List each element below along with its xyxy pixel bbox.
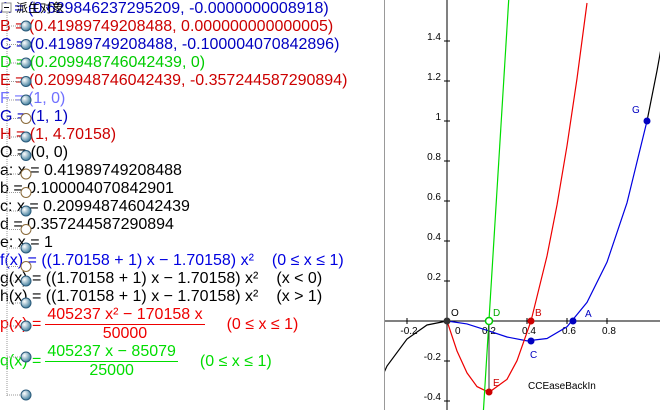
point-label: O <box>451 308 459 319</box>
visibility-off[interactable] <box>20 168 32 180</box>
point-label: B <box>535 308 542 319</box>
point-b[interactable] <box>527 317 535 325</box>
visibility-off[interactable] <box>20 224 32 235</box>
algebra-item[interactable]: C = (0.41989749208488, -0.10000407084289… <box>0 36 340 53</box>
visibility-on[interactable] <box>20 76 32 87</box>
curve-g <box>385 320 448 372</box>
x-tick-label: -0.2 <box>400 326 418 337</box>
function-expression: g(x) = ((1.70158 + 1) x − 1.70158) x² <box>0 270 259 287</box>
algebra-item[interactable]: G = (1, 1) <box>0 108 69 125</box>
algebra-item[interactable]: d = 0.357244587290894 <box>0 216 174 233</box>
algebra-item[interactable]: F = (1, 0) <box>0 90 66 107</box>
x-tick-label: 0.6 <box>562 326 576 337</box>
point-g[interactable] <box>643 117 651 125</box>
x-tick-label: 0.4 <box>522 326 536 337</box>
algebra-item[interactable]: O = (0, 0) <box>0 144 69 161</box>
visibility-on[interactable] <box>20 20 32 32</box>
algebra-item[interactable]: B = (0.41989749208488, 0.000000000000005… <box>0 18 334 35</box>
visibility-off[interactable] <box>20 113 32 124</box>
curve-h <box>646 50 660 122</box>
algebra-item[interactable]: D = (0.209948746042439, 0) <box>0 54 206 71</box>
function-condition: (0 ≤ x ≤ 1) <box>226 315 299 333</box>
point-label: C <box>530 350 537 361</box>
y-tick-label: 0.4 <box>427 232 441 243</box>
curve-f <box>446 120 648 342</box>
visibility-on[interactable] <box>20 297 32 309</box>
y-tick-label: -0.4 <box>424 392 442 403</box>
visibility-on[interactable] <box>20 205 32 217</box>
point-label: D <box>493 308 500 319</box>
visibility-off[interactable] <box>20 187 32 198</box>
y-tick-label: 0.2 <box>427 272 441 283</box>
algebra-item[interactable]: A = (0.629846237295209, -0.0000000008918… <box>0 0 329 17</box>
denominator: 25000 <box>89 362 134 379</box>
function-name: p(x) = <box>0 315 42 333</box>
x-tick-label: 0 <box>455 326 461 337</box>
visibility-on[interactable] <box>20 39 32 50</box>
point-label: G <box>632 105 640 116</box>
point-d[interactable] <box>484 316 494 326</box>
point-o[interactable] <box>443 317 451 325</box>
visibility-on[interactable] <box>20 275 32 287</box>
y-tick-label: 1 <box>435 112 441 123</box>
numerator: 405237 x² − 170158 x <box>45 306 205 325</box>
visibility-on[interactable] <box>20 94 32 106</box>
visibility-on[interactable] <box>20 150 32 161</box>
denominator: 50000 <box>102 325 148 342</box>
y-tick-label: 0.6 <box>427 192 441 203</box>
numerator: 405237 x − 85079 <box>45 343 178 362</box>
y-tick-label: 1.4 <box>427 32 441 43</box>
function-condition: (0 ≤ x ≤ 1) <box>199 352 272 370</box>
function-item[interactable]: q(x) = 405237 x − 85079 25000 (0 ≤ x ≤ 1) <box>0 343 384 380</box>
point-c[interactable] <box>527 337 535 345</box>
function-condition: (0 ≤ x ≤ 1) <box>271 252 344 269</box>
graphics-view: -0.200.20.40.60.81.41.210.80.60.40.2-0.2… <box>385 0 660 410</box>
curve-p <box>446 2 588 394</box>
point-label: A <box>585 309 592 320</box>
fraction: 405237 x − 85079 25000 <box>45 343 178 380</box>
algebra-item[interactable]: c: x = 0.209948746042439 <box>0 198 190 215</box>
visibility-on[interactable] <box>20 320 32 332</box>
x-tick-label: 0.8 <box>602 326 616 337</box>
algebra-item[interactable]: E = (0.209948746042439, -0.3572445872908… <box>0 72 348 89</box>
function-expression: h(x) = ((1.70158 + 1) x − 1.70158) x² <box>0 288 259 305</box>
y-tick-label: 0.8 <box>427 152 441 163</box>
algebra-panel: 派生对象 A = (0.629846237295209, -0.00000000… <box>0 0 385 410</box>
visibility-on[interactable] <box>20 57 32 69</box>
algebra-item[interactable]: a: x = 0.41989749208488 <box>0 162 182 179</box>
function-item[interactable]: p(x) = 405237 x² − 170158 x 50000 (0 ≤ x ≤ … <box>0 306 384 343</box>
point-e[interactable] <box>485 388 493 396</box>
algebra-item[interactable]: b = 0.100004070842901 <box>0 180 174 197</box>
tree-title[interactable]: 派生对象 <box>16 1 65 15</box>
visibility-on[interactable] <box>20 351 32 363</box>
visibility-on[interactable] <box>20 242 32 254</box>
curve-q <box>482 0 510 410</box>
caption: CCEaseBackIn <box>528 381 596 392</box>
point-a[interactable] <box>569 317 577 325</box>
function-expression: f(x) = ((1.70158 + 1) x − 1.70158) x² <box>0 252 254 269</box>
y-tick-label: 1.2 <box>427 72 441 83</box>
function-item[interactable]: f(x) = ((1.70158 + 1) x − 1.70158) x² (0 … <box>0 252 384 270</box>
algebra-item[interactable]: e: x = 1 <box>0 234 53 251</box>
fraction: 405237 x² − 170158 x 50000 <box>45 306 205 343</box>
y-tick-label: -0.2 <box>424 352 442 363</box>
point-label: E <box>493 378 500 389</box>
visibility-on[interactable] <box>20 131 32 143</box>
visibility-off[interactable] <box>20 261 32 272</box>
visibility-on[interactable] <box>20 389 32 401</box>
function-condition: (x > 1) <box>276 288 323 305</box>
function-item[interactable]: h(x) = ((1.70158 + 1) x − 1.70158) x² (x … <box>0 288 384 306</box>
tree-lines <box>1 2 32 401</box>
function-item[interactable]: g(x) = ((1.70158 + 1) x − 1.70158) x² (x … <box>0 270 384 288</box>
function-condition: (x < 0) <box>276 270 323 287</box>
